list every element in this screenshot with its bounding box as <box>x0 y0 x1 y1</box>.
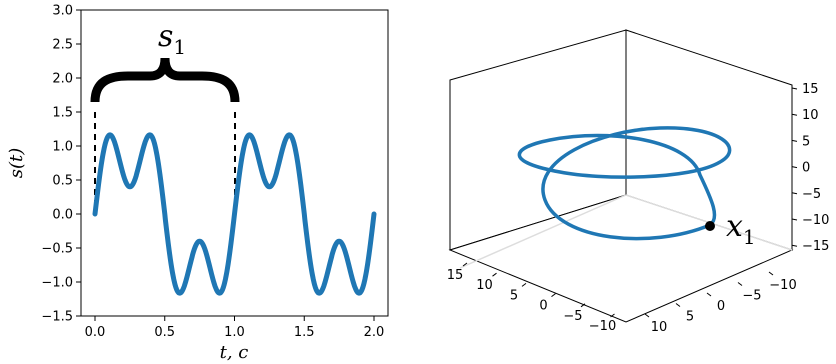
left-y-tick-label: −0.5 <box>41 242 73 257</box>
z-tick-mark <box>791 113 798 116</box>
x3d-tick-label: 5 <box>510 288 518 303</box>
z-tick-label: 15 <box>802 82 819 97</box>
left-y-tick-label: 0.0 <box>52 208 73 223</box>
x3d-tick-label: −5 <box>563 309 582 324</box>
left-y-tick-label: 0.5 <box>52 174 73 189</box>
z-tick-mark <box>791 139 798 142</box>
y3d-tick-mark <box>706 292 712 297</box>
z-tick-mark <box>791 192 798 195</box>
y3d-tick-label: 0 <box>717 299 725 314</box>
z-tick-mark <box>791 87 798 90</box>
left-y-ticks: 3.0 2.5 2.0 1.5 1.0 0.5 0.0 −0.5 −1.0 −1.5 <box>41 4 81 325</box>
left-y-axis-label: s(t) <box>6 148 27 179</box>
left-x-tick-label: 0.0 <box>85 325 106 340</box>
trajectory-series-line <box>517 126 732 241</box>
left-y-tick-label: 2.5 <box>52 38 73 53</box>
left-y-tick-label: −1.0 <box>41 276 73 291</box>
left-chart: 3.0 2.5 2.0 1.5 1.0 0.5 0.0 −0.5 −1.0 −1.5 0.0 0.5… <box>6 4 389 363</box>
left-x-tick-label: 2.0 <box>364 325 385 340</box>
point-x1-marker <box>705 221 715 231</box>
y3d-tick-mark <box>675 303 681 307</box>
z-tick-mark <box>791 218 798 221</box>
signal-series-line <box>92 132 377 296</box>
left-x-axis-label: t, c <box>220 342 249 363</box>
x3d-tick-mark <box>492 272 497 277</box>
y3d-tick-label: −5 <box>742 289 761 304</box>
right-3d-chart: x1 15 10 5 0 −5 −10 −15 15 10 5 0 −5 −10 −10 −5 0 5 10 <box>447 29 829 335</box>
brace-label: s1 <box>158 19 186 59</box>
x3d-tick-label: 10 <box>476 278 493 293</box>
y3d-tick-mark <box>737 282 743 286</box>
x3d-tick-mark <box>521 282 527 287</box>
z-tick-label: 0 <box>802 161 810 176</box>
x3d-tick-mark <box>462 262 468 267</box>
left-plot-frame <box>80 9 389 317</box>
y3d-tick-mark <box>644 313 650 318</box>
x3d-tick-label: 0 <box>539 299 547 314</box>
z-tick-mark <box>791 244 798 247</box>
y3d-tick-label: 5 <box>686 310 694 325</box>
x-axis-ticks-3d: 15 10 5 0 −5 −10 <box>447 262 616 334</box>
point-x1-label: x1 <box>726 209 756 249</box>
left-y-tick-label: 1.5 <box>52 106 73 121</box>
x3d-tick-mark <box>551 293 556 298</box>
left-y-tick-label: 1.0 <box>52 140 73 155</box>
y3d-tick-label: −10 <box>769 278 796 293</box>
floor-grid-line <box>459 194 627 269</box>
z-tick-label: −5 <box>802 187 821 202</box>
left-x-tick-label: 0.5 <box>154 325 175 340</box>
z-axis-ticks: 15 10 5 0 −5 −10 −15 <box>791 82 829 254</box>
z-tick-mark <box>791 166 798 169</box>
left-x-tick-label: 1.5 <box>294 325 315 340</box>
curly-brace <box>90 57 240 103</box>
y3d-tick-mark <box>768 271 774 276</box>
left-x-ticks: 0.0 0.5 1.0 1.5 2.0 <box>85 316 385 340</box>
x3d-tick-label: −10 <box>589 319 616 334</box>
y-axis-ticks-3d: −10 −5 0 5 10 <box>644 271 797 335</box>
x3d-tick-mark <box>610 313 615 318</box>
z-tick-label: −10 <box>802 213 829 228</box>
left-y-tick-label: 2.0 <box>52 72 73 87</box>
z-tick-label: 5 <box>802 134 810 149</box>
left-x-tick-label: 1.0 <box>224 325 245 340</box>
left-y-tick-label: −1.5 <box>41 310 73 325</box>
left-y-tick-label: 3.0 <box>52 4 73 19</box>
y3d-tick-label: 10 <box>651 320 668 335</box>
x3d-tick-label: 15 <box>447 268 464 283</box>
x3d-tick-mark <box>580 303 586 308</box>
z-tick-label: 10 <box>802 108 819 123</box>
z-tick-label: −15 <box>802 239 829 254</box>
